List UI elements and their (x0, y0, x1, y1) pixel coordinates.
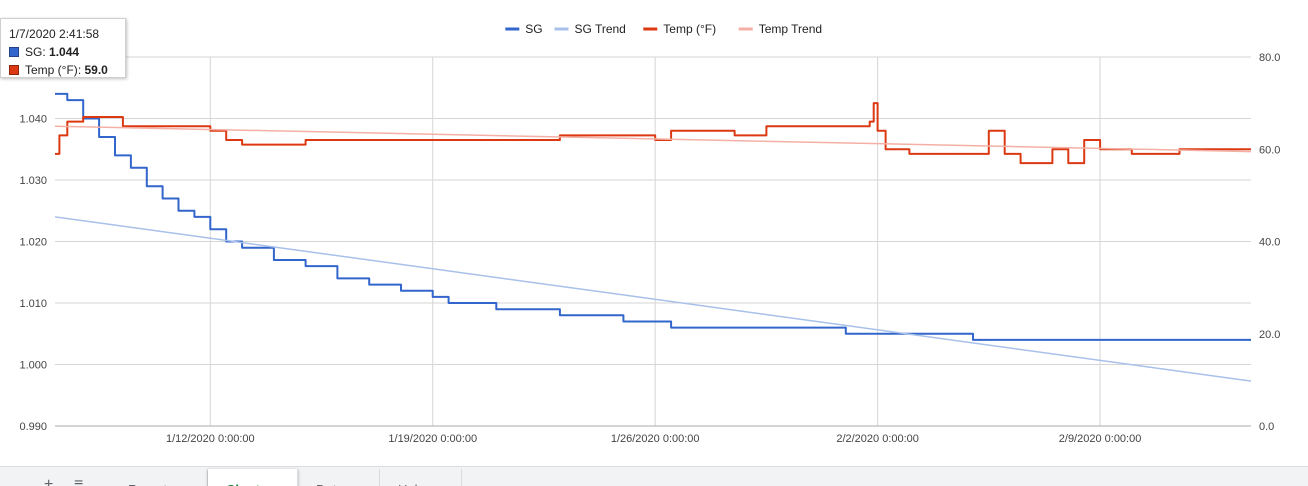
y-left-tick-label: 1.010 (19, 298, 47, 310)
series-line-temp-f (55, 102, 1251, 165)
x-tick-label: 1/26/2020 0:00:00 (611, 433, 700, 445)
y-left-tick-label: 1.040 (19, 114, 47, 126)
data-tooltip: 1/7/2020 2:41:58 SG: 1.044 Temp (°F): 59… (0, 18, 126, 78)
legend-label-sg: SG (525, 22, 542, 36)
chart-area: 0.990 1.000 1.010 1.020 1.030 1.040 0.0 20.0 40.… (19, 22, 1281, 445)
x-tick-label: 2/9/2020 0:00:00 (1059, 433, 1142, 445)
plus-icon[interactable]: + (44, 476, 54, 486)
series-lines (54, 92, 1252, 382)
y-right-tick-label: 60.0 (1259, 144, 1280, 156)
tooltip-sg-label: SG (25, 45, 43, 59)
series-line-sg (55, 92, 1251, 341)
menu-icon[interactable]: ≡ (74, 476, 84, 486)
y-right-tick-label: 80.0 (1259, 52, 1280, 64)
y-right-tick-label: 20.0 (1259, 329, 1280, 341)
sheet-tab-bar: + ≡ Report Chart Data Help (0, 466, 1308, 486)
x-tick-label: 1/12/2020 0:00:00 (166, 433, 255, 445)
x-tick-label: 2/2/2020 0:00:00 (836, 433, 919, 445)
y-left-tick-label: 1.000 (19, 360, 47, 372)
y-left-tick-label: 0.990 (19, 421, 47, 433)
y-right-tick-label: 0.0 (1259, 421, 1274, 433)
temp-swatch (9, 65, 19, 75)
tooltip-temp-value: 59.0 (84, 63, 108, 77)
tooltip-row-sg: SG: 1.044 (9, 43, 125, 61)
tooltip-temp-label: Temp (°F) (25, 63, 78, 77)
tab-report[interactable]: Report (110, 469, 208, 486)
series-line-temp-trend (54, 125, 1252, 153)
tab-chart[interactable]: Chart (208, 469, 298, 486)
y-left-tick-label: 1.030 (19, 175, 47, 187)
legend: SG SG Trend Temp (°F) Temp Trend (505, 22, 822, 36)
legend-label-temp-trend: Temp Trend (759, 22, 822, 36)
axis-labels: 0.990 1.000 1.010 1.020 1.030 1.040 0.0 20.0 40.… (19, 52, 1280, 445)
y-left-tick-label: 1.020 (19, 237, 47, 249)
tooltip-row-temp: Temp (°F): 59.0 (9, 61, 125, 79)
tab-data[interactable]: Data (298, 469, 380, 486)
sg-temp-chart: 0.990 1.000 1.010 1.020 1.030 1.040 0.0 20.0 40.… (19, 22, 1280, 445)
y-right-tick-label: 40.0 (1259, 237, 1280, 249)
tooltip-sg-value: 1.044 (49, 45, 80, 59)
legend-label-temp-f: Temp (°F) (663, 22, 716, 36)
series-line-sg-trend (54, 216, 1252, 382)
x-tick-label: 1/19/2020 0:00:00 (388, 433, 477, 445)
tab-help[interactable]: Help (380, 469, 462, 486)
legend-label-sg-trend: SG Trend (575, 22, 626, 36)
tooltip-datetime: 1/7/2020 2:41:58 (9, 27, 100, 41)
sg-swatch (9, 47, 19, 57)
